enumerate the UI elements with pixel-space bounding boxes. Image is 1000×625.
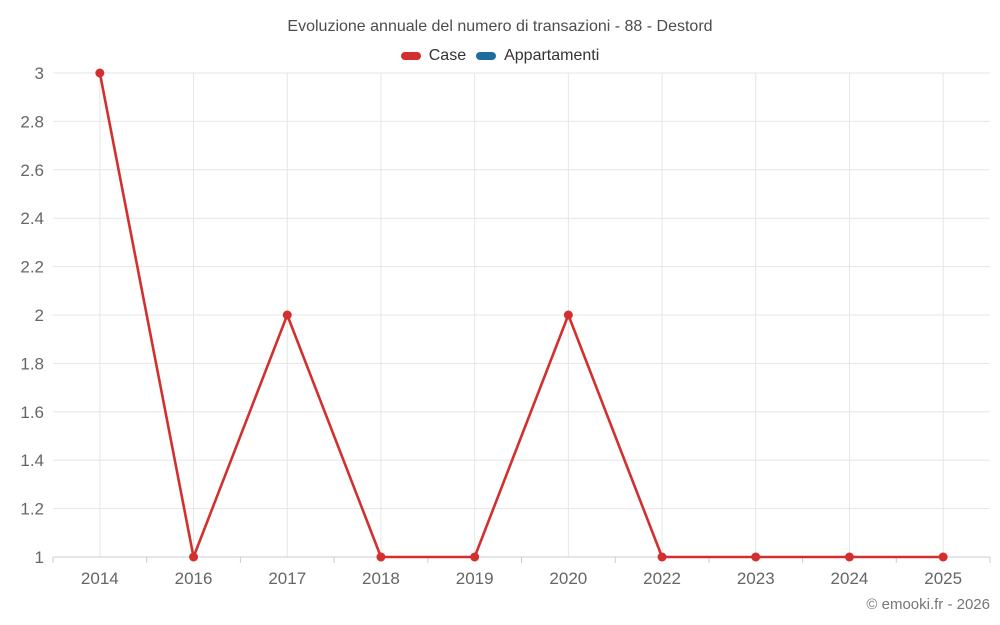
svg-text:2.4: 2.4	[20, 209, 44, 228]
svg-text:2023: 2023	[737, 569, 775, 588]
legend-item-appartamenti[interactable]: Appartamenti	[476, 47, 599, 65]
svg-text:2025: 2025	[924, 569, 962, 588]
legend-marker-case-icon	[400, 52, 421, 60]
svg-text:2020: 2020	[549, 569, 587, 588]
svg-text:1.8: 1.8	[20, 354, 44, 373]
legend-marker-appartamenti-icon	[476, 52, 497, 60]
svg-text:2016: 2016	[175, 569, 213, 588]
svg-text:2.8: 2.8	[20, 112, 44, 131]
svg-text:2018: 2018	[362, 569, 400, 588]
svg-text:2019: 2019	[456, 569, 494, 588]
svg-text:3: 3	[35, 64, 44, 83]
chart-legend: Case Appartamenti	[0, 47, 1000, 65]
svg-text:2.2: 2.2	[20, 258, 44, 277]
svg-text:2017: 2017	[268, 569, 306, 588]
svg-text:1.6: 1.6	[20, 403, 44, 422]
svg-text:2: 2	[35, 306, 44, 325]
svg-text:1.4: 1.4	[20, 451, 44, 470]
svg-text:1.2: 1.2	[20, 500, 44, 519]
chart-title: Evoluzione annuale del numero di transaz…	[287, 18, 713, 35]
svg-text:2024: 2024	[831, 569, 869, 588]
svg-text:1: 1	[35, 548, 44, 567]
svg-text:2.6: 2.6	[20, 161, 44, 180]
legend-item-case[interactable]: Case	[400, 47, 467, 65]
legend-label-case: Case	[428, 47, 467, 64]
legend-label-appartamenti: Appartamenti	[504, 47, 600, 64]
svg-text:2014: 2014	[81, 569, 119, 588]
copyright-text: © emooki.fr - 2026	[866, 596, 990, 613]
svg-text:2022: 2022	[643, 569, 681, 588]
